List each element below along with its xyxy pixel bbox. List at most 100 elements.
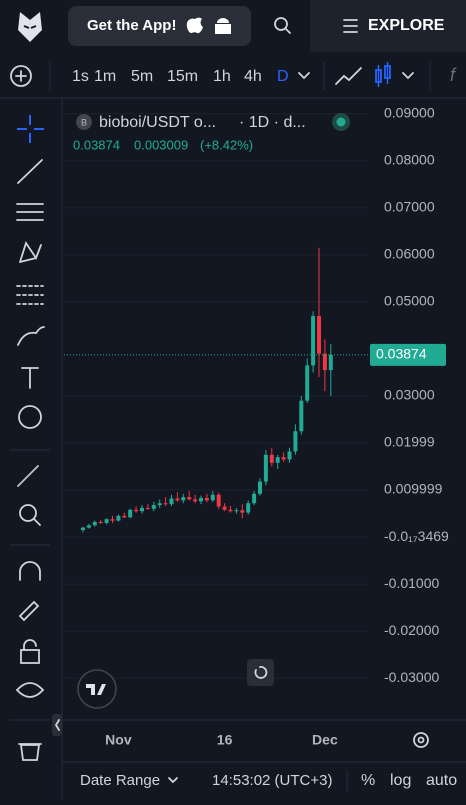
y-tick-label: 0.06000 bbox=[384, 246, 435, 262]
candle-body bbox=[269, 454, 274, 463]
y-tick-label: 0.01999 bbox=[384, 434, 435, 450]
candle-body bbox=[322, 353, 327, 371]
candle-body bbox=[128, 509, 133, 518]
y-tick-label: 0.08000 bbox=[384, 152, 435, 168]
candle-body bbox=[98, 522, 103, 524]
candle-body bbox=[110, 519, 115, 521]
search-button[interactable] bbox=[274, 17, 291, 34]
y-tick-label: -0.01000 bbox=[384, 575, 439, 591]
plot: 0.09000 0.08000 0.07000 0.06000 0.05000 0.030… bbox=[64, 105, 449, 748]
intervals: 1s 1m 5m 15m 1h 4h D bbox=[72, 68, 289, 85]
candle-body bbox=[228, 509, 233, 512]
interval-button[interactable]: 4h bbox=[244, 68, 262, 85]
candle-body bbox=[328, 354, 333, 371]
candle-body bbox=[163, 503, 168, 505]
y-tick-label: 0.05000 bbox=[384, 293, 435, 309]
add-symbol[interactable] bbox=[10, 65, 32, 87]
interval-button[interactable]: 15m bbox=[167, 68, 198, 85]
last-price-tag bbox=[370, 343, 446, 366]
reset-button[interactable] bbox=[247, 659, 274, 686]
collapse-tools[interactable] bbox=[52, 714, 62, 736]
candle-body bbox=[240, 510, 245, 513]
menu-icon bbox=[343, 19, 358, 33]
change-pct: (+8.42%) bbox=[200, 137, 253, 152]
candle-body bbox=[293, 431, 298, 452]
candle-body bbox=[275, 457, 280, 463]
candle-body bbox=[317, 316, 321, 354]
candle-body bbox=[193, 499, 198, 502]
y-tick-label: -0.0₁₇3469 bbox=[384, 528, 449, 544]
android-icon bbox=[215, 18, 231, 34]
candle-body bbox=[234, 510, 239, 512]
date-range-caret bbox=[168, 777, 178, 784]
interval-button[interactable]: D bbox=[277, 68, 289, 85]
get-app-label: Get the App! bbox=[87, 17, 176, 34]
explore-button[interactable] bbox=[310, 0, 466, 52]
market-status-dot bbox=[336, 117, 346, 127]
candle-body bbox=[246, 503, 251, 513]
x-tick-label: Nov bbox=[105, 732, 132, 748]
percent-toggle[interactable]: % bbox=[361, 772, 375, 789]
candle-body bbox=[151, 505, 156, 509]
tradingview-logo[interactable] bbox=[77, 669, 117, 709]
y-tick-label: 0.03000 bbox=[384, 387, 435, 403]
x-tick-label: Dec bbox=[312, 732, 338, 748]
logo[interactable] bbox=[18, 12, 42, 42]
candle-body bbox=[92, 522, 97, 526]
interval-button[interactable]: 1h bbox=[213, 68, 231, 85]
candle-body bbox=[311, 316, 316, 366]
symbol-info: · 1D · d... bbox=[239, 114, 306, 131]
candle-body bbox=[287, 451, 292, 460]
candle-body bbox=[86, 525, 91, 528]
settings-button[interactable] bbox=[413, 732, 429, 748]
candle-body bbox=[222, 506, 227, 510]
candle-body bbox=[175, 498, 180, 501]
candle-body bbox=[157, 503, 162, 506]
log-toggle[interactable]: log bbox=[390, 772, 411, 789]
candle-body bbox=[187, 497, 192, 500]
last-price: 0.03874 bbox=[73, 137, 120, 152]
style-dropdown[interactable] bbox=[402, 72, 414, 80]
candle-body bbox=[116, 515, 121, 521]
line-style[interactable] bbox=[335, 67, 362, 85]
candle-body bbox=[210, 494, 215, 501]
candle-body bbox=[181, 497, 186, 501]
candle-body bbox=[104, 519, 109, 523]
symbol-badge-letter: B bbox=[81, 117, 87, 127]
indicators-icon[interactable]: f bbox=[450, 65, 457, 85]
clock: 14:53:02 (UTC+3) bbox=[212, 772, 332, 789]
date-range[interactable]: Date Range bbox=[80, 772, 160, 789]
x-tick-label: 16 bbox=[217, 732, 233, 748]
candle-body bbox=[81, 527, 85, 531]
candle-body bbox=[145, 507, 150, 509]
auto-toggle[interactable]: auto bbox=[426, 772, 457, 789]
get-app-button[interactable] bbox=[68, 6, 251, 46]
drawing-tools[interactable] bbox=[15, 115, 45, 761]
y-tick-label: -0.03000 bbox=[384, 669, 439, 685]
candle-body bbox=[169, 498, 174, 505]
candle-style[interactable] bbox=[375, 62, 391, 87]
candle-body bbox=[140, 507, 144, 512]
explore-label: EXPLORE bbox=[368, 17, 445, 34]
candle-body bbox=[204, 498, 209, 501]
symbol[interactable]: bioboi/USDT o... bbox=[99, 114, 216, 131]
candle-body bbox=[252, 493, 257, 504]
interval-button[interactable]: 1s bbox=[72, 68, 89, 85]
interval-dropdown[interactable] bbox=[298, 72, 310, 80]
candle-body bbox=[281, 457, 286, 460]
interval-button[interactable]: 1m bbox=[94, 68, 116, 85]
y-tick-label: 0.07000 bbox=[384, 199, 435, 215]
candle-body bbox=[263, 454, 268, 482]
candle-body bbox=[305, 365, 310, 401]
last-price-label: 0.03874 bbox=[376, 346, 427, 362]
interval-button[interactable]: 5m bbox=[131, 68, 153, 85]
symbol-badge bbox=[76, 114, 92, 130]
y-tick-label: 0.09000 bbox=[384, 105, 435, 121]
change: 0.003009 bbox=[134, 137, 188, 152]
candle-body bbox=[299, 400, 304, 432]
candle-body bbox=[199, 498, 203, 502]
candle-body bbox=[122, 515, 127, 518]
apple-icon bbox=[186, 17, 203, 34]
